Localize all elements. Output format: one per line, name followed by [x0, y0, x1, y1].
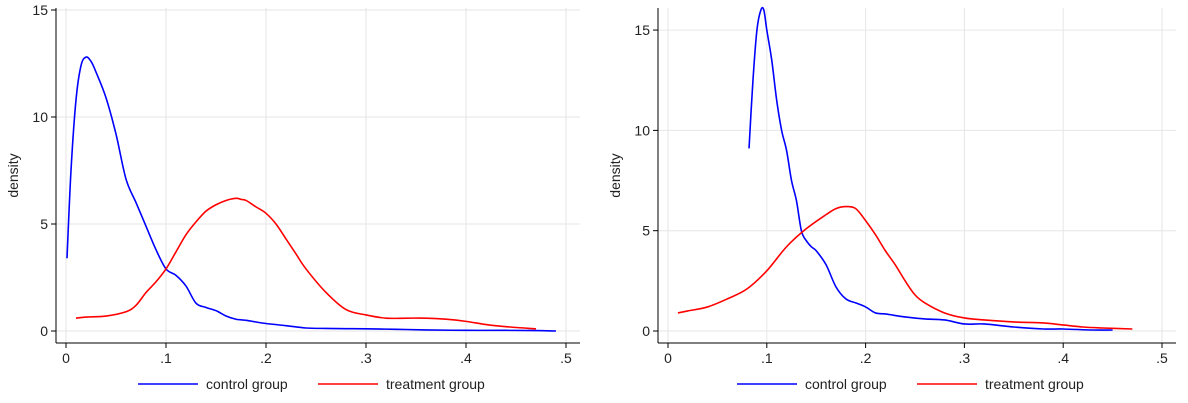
y-axis-title: density — [607, 153, 623, 197]
x-tick-label: .5 — [560, 350, 572, 366]
y-axis-title: density — [5, 153, 21, 197]
y-tick-label: 10 — [32, 109, 48, 125]
y-tick-label: 15 — [634, 22, 650, 38]
legend-label-treatment-group: treatment group — [386, 376, 485, 392]
y-tick-label: 5 — [642, 223, 650, 239]
x-tick-label: .1 — [761, 350, 773, 366]
x-tick-label: .4 — [460, 350, 472, 366]
x-tick-label: .5 — [1156, 350, 1168, 366]
chart-panel-left: 0 .1 .2 .3 .4 .5 0 5 10 15 density control group tre… — [5, 2, 580, 392]
x-tick-label: .4 — [1057, 350, 1069, 366]
x-tick-label: .2 — [260, 350, 272, 366]
legend-label-control-group: control group — [805, 376, 887, 392]
x-tick-label: 0 — [62, 350, 70, 366]
y-tick-label: 5 — [40, 216, 48, 232]
y-tick-label: 10 — [634, 122, 650, 138]
y-tick-label: 0 — [40, 323, 48, 339]
chart-svg-1: 0 .1 .2 .3 .4 .5 0 5 10 15 density control group tre… — [607, 6, 1176, 392]
series-line-control-group — [66, 56, 557, 332]
x-tick-label: .3 — [959, 350, 971, 366]
x-tick-label: 0 — [664, 350, 672, 366]
series-line-control-group — [748, 6, 1113, 331]
x-tick-label: .2 — [860, 350, 872, 366]
x-tick-label: .3 — [360, 350, 372, 366]
legend-label-control-group: control group — [206, 376, 288, 392]
x-tick-label: .1 — [160, 350, 172, 366]
chart-svg-0: 0 .1 .2 .3 .4 .5 0 5 10 15 density control group tre… — [5, 2, 580, 392]
series-line-treatment-group — [75, 197, 537, 330]
y-tick-label: 0 — [642, 323, 650, 339]
chart-panel-right: 0 .1 .2 .3 .4 .5 0 5 10 15 density control group tre… — [594, 0, 1188, 403]
y-tick-label: 15 — [32, 2, 48, 18]
series-line-treatment-group — [677, 205, 1133, 330]
legend-label-treatment-group: treatment group — [985, 376, 1084, 392]
